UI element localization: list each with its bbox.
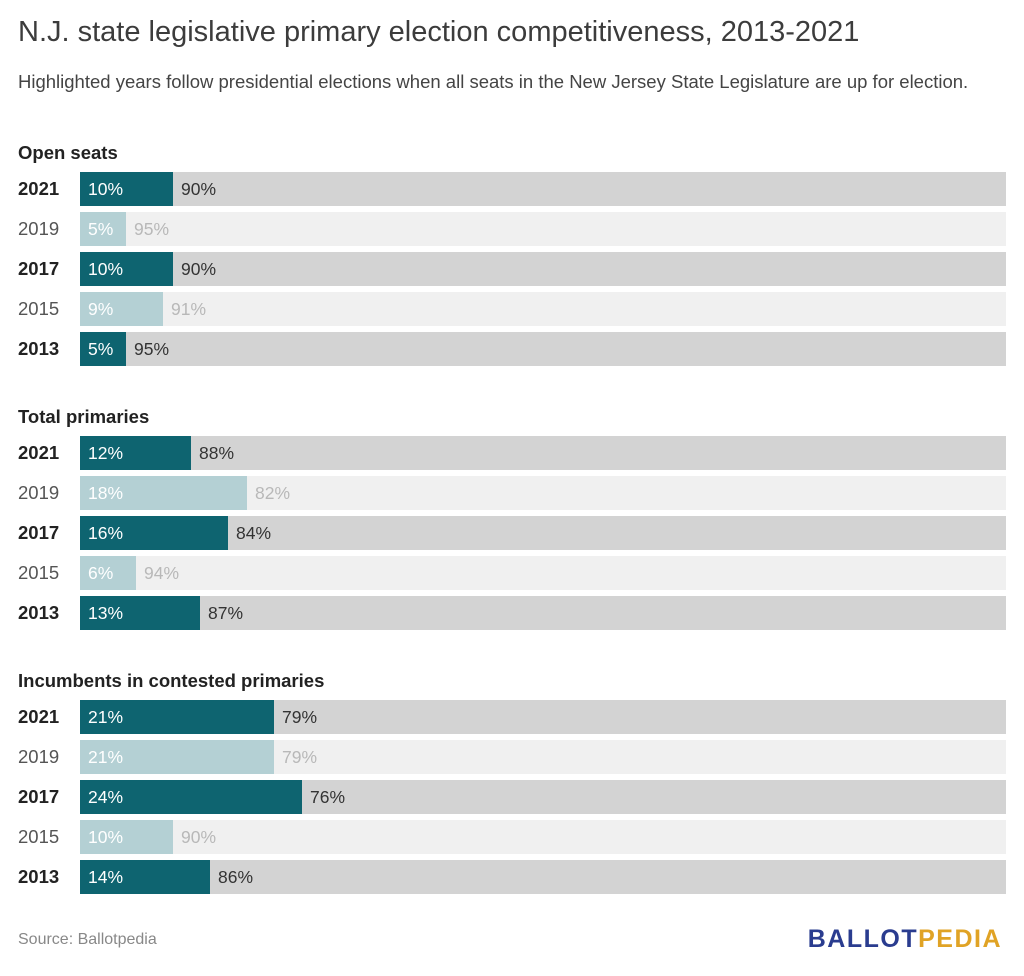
bar-value [80, 740, 274, 774]
bar-value [80, 820, 173, 854]
bar-value [80, 212, 126, 246]
bar-remainder: 10% 90% [80, 252, 1006, 286]
remainder-value-label: 90% [181, 827, 217, 847]
bar-row: 2019 5% 95% [0, 212, 1024, 246]
bar-remainder: 9% 91% [80, 292, 1006, 326]
bar-remainder: 13% 87% [80, 596, 1006, 630]
remainder-value-label: 87% [208, 603, 244, 623]
remainder-value-label: 86% [218, 867, 254, 887]
bar-row: 2019 21% 79% [0, 740, 1024, 774]
bar-remainder: 12% 88% [80, 436, 1006, 470]
bar-value-label: 21% [88, 707, 124, 727]
year-label: 2013 [18, 602, 60, 623]
bar-value [80, 860, 210, 894]
bar-row: 2021 21% 79% [0, 700, 1024, 734]
year-label: 2015 [18, 826, 60, 847]
bar-row: 2015 9% 91% [0, 292, 1024, 326]
bar-value [80, 700, 274, 734]
bar-value-label: 14% [88, 867, 124, 887]
year-label: 2021 [18, 442, 60, 463]
bar-row: 2021 10% 90% [0, 172, 1024, 206]
year-label: 2019 [18, 482, 60, 503]
bar-remainder: 10% 90% [80, 172, 1006, 206]
bar-remainder: 5% 95% [80, 212, 1006, 246]
bar-value-label: 12% [88, 443, 124, 463]
bar-value-label: 16% [88, 523, 124, 543]
chart-title: N.J. state legislative primary election … [18, 16, 860, 48]
year-label: 2017 [18, 786, 60, 807]
bar-value [80, 556, 136, 590]
year-label: 2015 [18, 298, 60, 319]
group-title: Incumbents in contested primaries [18, 670, 325, 691]
remainder-value-label: 82% [255, 483, 291, 503]
bar-value [80, 252, 173, 286]
bar-value-label: 9% [88, 299, 114, 319]
bar-value-label: 18% [88, 483, 124, 503]
bar-row: 2013 5% 95% [0, 332, 1024, 366]
bar-remainder: 14% 86% [80, 860, 1006, 894]
chart-subtitle: Highlighted years follow presidential el… [18, 71, 969, 92]
remainder-value-label: 79% [282, 707, 318, 727]
year-label: 2019 [18, 218, 60, 239]
group-title: Total primaries [18, 406, 150, 427]
year-label: 2021 [18, 178, 60, 199]
bar-row: 2015 6% 94% [0, 556, 1024, 590]
bar-row: 2015 10% 90% [0, 820, 1024, 854]
remainder-value-label: 90% [181, 259, 217, 279]
bar-value [80, 516, 228, 550]
remainder-value-label: 84% [236, 523, 272, 543]
bar-remainder: 16% 84% [80, 516, 1006, 550]
remainder-value-label: 95% [134, 339, 170, 359]
bar-value-label: 21% [88, 747, 124, 767]
bar-remainder: 10% 90% [80, 820, 1006, 854]
remainder-value-label: 94% [144, 563, 180, 583]
bar-remainder: 6% 94% [80, 556, 1006, 590]
bar-row: 2013 13% 87% [0, 596, 1024, 630]
year-label: 2013 [18, 338, 60, 359]
year-label: 2015 [18, 562, 60, 583]
bar-row: 2017 10% 90% [0, 252, 1024, 286]
remainder-value-label: 88% [199, 443, 235, 463]
bar-value [80, 436, 191, 470]
bar-row: 2017 24% 76% [0, 780, 1024, 814]
year-label: 2013 [18, 866, 60, 887]
bar-value-label: 24% [88, 787, 124, 807]
bar-remainder: 21% 79% [80, 700, 1006, 734]
bar-row: 2013 14% 86% [0, 860, 1024, 894]
bar-value [80, 292, 163, 326]
source-note: Source: Ballotpedia [18, 931, 157, 948]
bar-value-label: 10% [88, 259, 124, 279]
group-title: Open seats [18, 142, 118, 163]
bar-value [80, 476, 247, 510]
year-label: 2021 [18, 706, 60, 727]
bar-value-label: 5% [88, 219, 114, 239]
logo-part-ballot: BALLOT [807, 925, 919, 953]
bar-remainder: 5% 95% [80, 332, 1006, 366]
bar-row: 2021 12% 88% [0, 436, 1024, 470]
bar-value [80, 172, 173, 206]
remainder-value-label: 91% [171, 299, 207, 319]
bar-row: 2017 16% 84% [0, 516, 1024, 550]
remainder-value-label: 76% [310, 787, 346, 807]
remainder-value-label: 79% [282, 747, 318, 767]
bar-row: 2019 18% 82% [0, 476, 1024, 510]
year-label: 2017 [18, 258, 60, 279]
bar-remainder: 24% 76% [80, 780, 1006, 814]
bar-remainder: 21% 79% [80, 740, 1006, 774]
bar-value [80, 596, 200, 630]
bar-remainder: 18% 82% [80, 476, 1006, 510]
bar-value-label: 13% [88, 603, 124, 623]
remainder-value-label: 95% [134, 219, 170, 239]
bar-value-label: 5% [88, 339, 114, 359]
bar-value [80, 780, 302, 814]
logo-part-pedia: PEDIA [918, 925, 1002, 953]
bar-value-label: 10% [88, 179, 124, 199]
bar-value-label: 6% [88, 563, 114, 583]
remainder-value-label: 90% [181, 179, 217, 199]
ballotpedia-logo: BALLOTPEDIA [808, 925, 1002, 954]
bar-value-label: 10% [88, 827, 124, 847]
bar-value [80, 332, 126, 366]
year-label: 2019 [18, 746, 60, 767]
year-label: 2017 [18, 522, 60, 543]
